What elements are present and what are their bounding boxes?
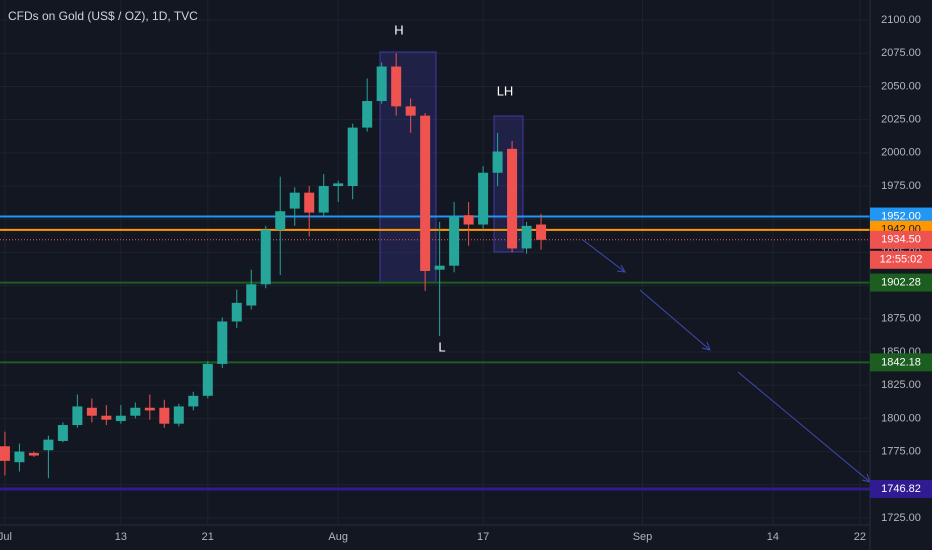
candle-body — [304, 192, 315, 213]
candle-body — [217, 321, 228, 364]
x-tick-label: 14 — [767, 531, 779, 543]
y-tick-label: 2000.00 — [881, 147, 921, 159]
candle-body — [275, 211, 286, 230]
price-label: 1902.28 — [881, 276, 921, 288]
candle-body — [144, 407, 155, 411]
candle-body — [536, 224, 547, 240]
chart-title: CFDs on Gold (US$ / OZ), 1D, TVC — [8, 9, 198, 23]
price-label-bg — [870, 479, 932, 498]
price-label-bg — [870, 273, 932, 292]
price-label: 1746.82 — [881, 483, 921, 495]
candle-body — [434, 265, 445, 270]
candle-body — [101, 415, 112, 420]
candle-body — [463, 215, 474, 225]
y-tick-label: 2050.00 — [881, 80, 921, 92]
y-tick-label: 1800.00 — [881, 412, 921, 424]
price-label: 1952.00 — [881, 210, 921, 222]
y-tick-label: 1825.00 — [881, 379, 921, 391]
candle-body — [28, 452, 39, 456]
candle-body — [391, 66, 402, 107]
candle-body — [362, 101, 373, 128]
candle-body — [318, 186, 329, 213]
candle-body — [492, 151, 503, 173]
candle-body — [231, 302, 242, 322]
candle-body — [57, 425, 68, 441]
candle-body — [202, 363, 213, 396]
candle-body — [159, 407, 170, 424]
candle-body — [188, 395, 199, 407]
candle-body — [43, 439, 54, 451]
arrow — [737, 371, 871, 483]
annotation: H — [394, 22, 403, 37]
candle-body — [14, 451, 25, 463]
x-tick-label: 13 — [115, 531, 127, 543]
arrows — [582, 239, 871, 483]
price-label-bg — [870, 230, 932, 249]
x-tick-label: 22 — [854, 531, 866, 543]
candle-body — [478, 172, 489, 225]
y-tick-label: 1775.00 — [881, 445, 921, 457]
arrow-head — [616, 264, 626, 273]
x-tick-label: Aug — [328, 531, 348, 543]
candles — [0, 53, 547, 479]
y-tick-label: 2025.00 — [881, 114, 921, 126]
candle-body — [420, 115, 431, 271]
annotation: LH — [497, 83, 514, 98]
candle-body — [521, 225, 532, 249]
candle-body — [289, 192, 300, 209]
y-tick-label: 2100.00 — [881, 14, 921, 26]
levels — [0, 215, 870, 491]
x-tick-label: Jul — [0, 531, 12, 543]
candle-body — [0, 446, 10, 461]
candle-body — [260, 229, 271, 285]
grid — [0, 0, 870, 525]
x-tick-label: 21 — [202, 531, 214, 543]
arrow — [639, 289, 711, 351]
y-tick-label: 1725.00 — [881, 512, 921, 524]
candle-body — [173, 406, 184, 424]
annotation: L — [438, 339, 445, 354]
candle-body — [405, 106, 416, 116]
arrow — [582, 239, 626, 273]
countdown-bg — [870, 250, 932, 269]
candle-body — [246, 284, 257, 306]
countdown-label: 12:55:02 — [880, 254, 923, 266]
price-label-bg — [870, 353, 932, 372]
candle-body — [449, 216, 460, 266]
price-label: 1842.18 — [881, 356, 921, 368]
candle-body — [130, 407, 141, 416]
arrow-head — [701, 341, 711, 351]
candle-body — [376, 66, 387, 102]
y-tick-label: 2075.00 — [881, 47, 921, 59]
candle-body — [333, 183, 344, 187]
candle-body — [86, 407, 97, 416]
candle-body — [72, 406, 83, 426]
y-tick-label: 1875.00 — [881, 313, 921, 325]
x-tick-label: 17 — [477, 531, 489, 543]
candle-body — [347, 127, 358, 187]
x-tick-label: Sep — [633, 531, 653, 543]
candle-body — [115, 415, 126, 422]
price-label: 1934.50 — [881, 234, 921, 246]
candle-body — [507, 148, 518, 249]
y-tick-label: 1975.00 — [881, 180, 921, 192]
